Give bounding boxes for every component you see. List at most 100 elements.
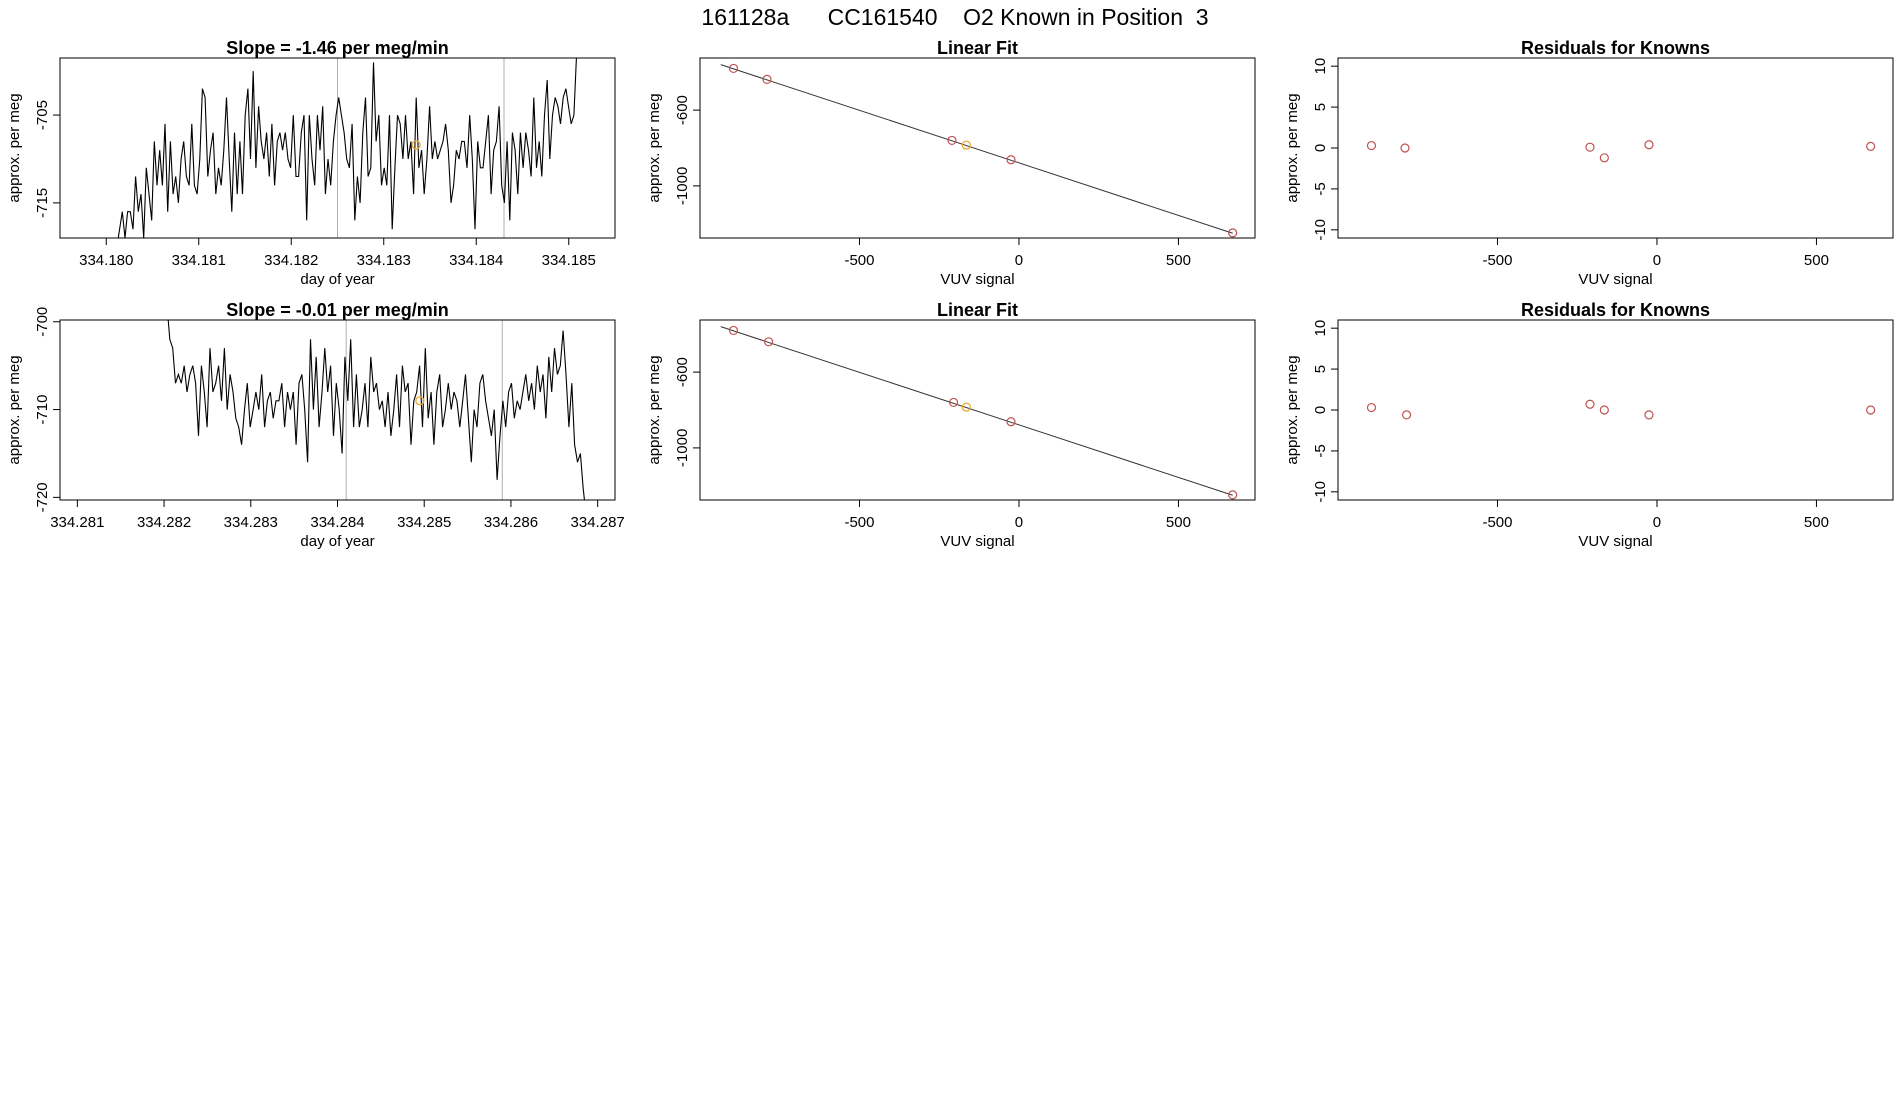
x-axis-label: VUV signal [1578,533,1652,550]
x-tick-label: 334.282 [137,514,191,531]
x-tick-label: 500 [1804,514,1829,531]
y-tick-label: 10 [1312,320,1329,337]
plot-area [117,58,577,238]
y-axis-label: approx. per meg [6,355,23,464]
highlight-point [415,396,425,406]
plot-frame [699,319,1256,501]
x-tick-label: -500 [1482,252,1512,269]
x-tick-label: -500 [1482,514,1512,531]
y-tick-label: 10 [1312,58,1329,75]
chart-panel-p2: Linear Fit -500 0 500 -600 -1000 VUV signal app… [646,38,1256,288]
data-point [1400,143,1410,153]
data-point [728,63,739,74]
data-point [1366,140,1377,151]
data-point [1599,153,1609,163]
y-tick-label: -600 [674,95,691,125]
data-point [1599,405,1609,415]
panel-title: Slope = -1.46 per meg/min [226,38,449,58]
x-axis-label: VUV signal [940,533,1014,550]
x-tick-label: 334.180 [79,252,133,269]
y-tick-label: 5 [1312,365,1329,373]
x-tick-label: 334.284 [310,514,364,531]
x-tick-label: 0 [1015,252,1023,269]
y-tick-label: -600 [674,357,691,387]
y-axis-label: approx. per meg [646,355,663,464]
y-tick-label: -5 [1312,182,1329,195]
panel-title: Residuals for Knowns [1521,38,1710,58]
x-tick-label: 334.281 [50,514,104,531]
x-tick-label: 334.185 [542,252,596,269]
plot-frame [1337,57,1894,239]
x-tick-label: 334.285 [397,514,451,531]
plot-area [720,325,1238,500]
x-tick-label: -500 [844,252,874,269]
x-tick-label: 334.287 [571,514,625,531]
x-tick-label: 334.286 [484,514,538,531]
x-tick-label: 334.283 [224,514,278,531]
data-point [1006,155,1016,165]
data-point [728,325,739,336]
x-tick-label: 500 [1166,252,1191,269]
highlight-point [961,140,971,150]
x-tick-label: 500 [1166,514,1191,531]
y-tick-label: -1000 [674,167,691,205]
x-tick-label: 0 [1653,252,1661,269]
x-axis-label: day of year [300,533,374,550]
data-point [762,74,772,85]
data-point [1228,228,1238,238]
data-series-line [117,58,577,238]
y-tick-label: -710 [34,395,51,425]
data-point [1644,140,1654,150]
y-tick-label: -10 [1312,219,1329,241]
y-axis-label: approx. per meg [1284,93,1301,202]
y-axis-label: approx. per meg [646,93,663,202]
panel-title: Slope = -0.01 per meg/min [226,300,449,320]
y-axis-label: approx. per meg [6,93,23,202]
y-tick-label: -720 [34,482,51,512]
fit-line [720,326,1233,496]
data-point [1006,417,1016,427]
data-point [1228,490,1238,500]
plot-area [1366,399,1876,420]
data-series-line [167,320,586,500]
x-tick-label: -500 [844,514,874,531]
y-tick-label: -1000 [674,429,691,467]
x-tick-label: 0 [1653,514,1661,531]
x-tick-label: 334.182 [264,252,318,269]
y-tick-label: 0 [1312,406,1329,414]
data-point [1644,410,1654,420]
plot-area [720,63,1238,238]
y-tick-label: 5 [1312,103,1329,111]
plot-area [167,320,586,500]
panel-title: Linear Fit [937,38,1018,58]
plot-frame [699,57,1256,239]
highlight-point [961,402,971,412]
figure-title: 161128a CC161540 O2 Known in Position 3 [701,4,1208,30]
x-axis-label: day of year [300,271,374,288]
fit-line [720,64,1233,234]
x-tick-label: 0 [1015,514,1023,531]
chart-panel-p4: Slope = -0.01 per meg/min 334.281 334.282 3… [6,300,625,550]
y-tick-label: -5 [1312,444,1329,457]
chart-panel-p5: Linear Fit -500 0 500 -600 -1000 VUV signal app… [646,300,1256,550]
chart-panel-p6: Residuals for Knowns -500 0 500 10 5 0 -5 -10 VUV… [1284,300,1894,550]
data-point [1585,142,1595,152]
highlight-point [411,140,421,150]
y-tick-label: 0 [1312,144,1329,152]
x-tick-label: 334.183 [357,252,411,269]
y-axis-label: approx. per meg [1284,355,1301,464]
y-tick-label: -705 [34,100,51,130]
data-point [1401,410,1412,420]
panel-title: Residuals for Knowns [1521,300,1710,320]
x-axis-label: VUV signal [940,271,1014,288]
panel-title: Linear Fit [937,300,1018,320]
data-point [1585,399,1595,409]
y-tick-label: -700 [34,307,51,337]
x-tick-label: 334.184 [449,252,503,269]
plot-frame [1337,319,1894,501]
x-tick-label: 334.181 [172,252,226,269]
chart-panel-p1: Slope = -1.46 per meg/min 334.180 334.181 3… [6,38,616,288]
y-tick-label: -10 [1312,481,1329,503]
data-point [763,337,774,347]
